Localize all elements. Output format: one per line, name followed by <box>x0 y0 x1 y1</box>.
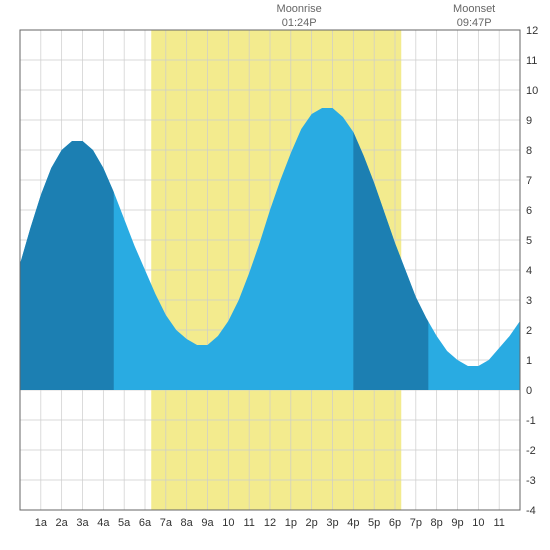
y-tick-label: 10 <box>526 85 538 97</box>
x-tick-label: 4p <box>347 517 359 529</box>
x-tick-label: 12 <box>264 517 276 529</box>
x-tick-label: 4a <box>97 517 110 529</box>
y-tick-label: 1 <box>526 355 532 367</box>
y-tick-label: 0 <box>526 385 532 397</box>
x-tick-label: 1a <box>35 517 48 529</box>
x-tick-label: 2a <box>56 517 69 529</box>
moonrise-label: Moonrise01:24P <box>269 2 329 31</box>
x-tick-label: 8a <box>181 517 194 529</box>
x-tick-label: 11 <box>243 517 254 529</box>
x-tick-label: 1p <box>285 517 297 529</box>
y-tick-label: 4 <box>526 265 532 277</box>
y-tick-label: -3 <box>526 475 536 487</box>
event-title: Moonrise <box>269 2 329 16</box>
y-tick-label: 12 <box>526 25 538 37</box>
event-time: 01:24P <box>269 16 329 30</box>
y-tick-label: 2 <box>526 325 532 337</box>
moonset-label: Moonset09:47P <box>444 2 504 31</box>
x-tick-label: 6p <box>389 517 401 529</box>
x-tick-label: 7p <box>410 517 422 529</box>
x-tick-label: 9p <box>451 517 463 529</box>
x-tick-label: 2p <box>306 517 318 529</box>
y-tick-label: -4 <box>526 505 536 517</box>
x-tick-label: 5p <box>368 517 380 529</box>
y-tick-label: 7 <box>526 175 532 187</box>
y-tick-label: 9 <box>526 115 532 127</box>
x-tick-label: 10 <box>472 517 484 529</box>
y-tick-label: 3 <box>526 295 532 307</box>
event-time: 09:47P <box>444 16 504 30</box>
x-tick-label: 11 <box>493 517 504 529</box>
x-tick-label: 10 <box>222 517 234 529</box>
y-tick-label: 8 <box>526 145 532 157</box>
y-tick-label: -1 <box>526 415 536 427</box>
x-tick-label: 3p <box>326 517 338 529</box>
x-tick-label: 8p <box>431 517 443 529</box>
tide-chart: -4-3-2-101234567891011121a2a3a4a5a6a7a8a… <box>0 0 550 550</box>
x-tick-label: 7a <box>160 517 173 529</box>
x-tick-label: 5a <box>118 517 131 529</box>
x-tick-label: 3a <box>76 517 89 529</box>
y-tick-label: 5 <box>526 235 532 247</box>
event-title: Moonset <box>444 2 504 16</box>
x-tick-label: 6a <box>139 517 152 529</box>
x-tick-label: 9a <box>201 517 214 529</box>
chart-svg: -4-3-2-101234567891011121a2a3a4a5a6a7a8a… <box>0 0 550 550</box>
y-tick-label: -2 <box>526 445 536 457</box>
y-tick-label: 6 <box>526 205 532 217</box>
y-tick-label: 11 <box>526 55 537 67</box>
